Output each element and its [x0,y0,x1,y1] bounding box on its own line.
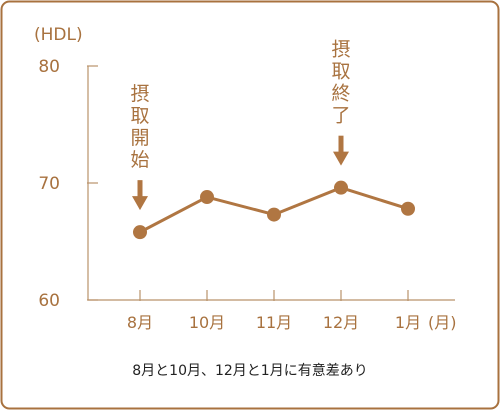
x-tick-label: 12月 [323,313,359,332]
x-tick-labels: 8月 10月 11月 12月 1月 [127,313,421,332]
y-unit-label: (HDL) [34,25,83,45]
y-tick-label: 60 [38,291,60,311]
annotation-label: 摂取開始 [130,83,149,171]
y-tick-label: 70 [38,174,60,194]
annotation-layer: 摂取開始 摂取終了 [130,39,351,211]
series-layer [133,180,415,240]
data-point [334,180,348,195]
annotation-label: 摂取終了 [331,39,350,127]
x-tick-label: 11月 [256,313,292,332]
data-point [200,190,214,205]
data-point [133,225,147,240]
y-tick-labels: 60 70 80 [38,57,60,311]
x-unit-label: (月) [428,313,457,332]
down-arrow-icon [338,135,344,154]
x-tick-label: 8月 [127,313,153,332]
data-point [401,201,415,216]
data-point [267,207,281,222]
annotation: 摂取開始 [130,83,150,211]
annotation: 摂取終了 [331,39,351,166]
down-arrow-icon [137,180,143,199]
axes [87,65,455,301]
x-tick-label: 10月 [189,313,225,332]
down-arrow-head-icon [132,196,148,211]
y-tick-label: 80 [38,57,60,77]
x-tick-label: 1月 [395,313,421,332]
down-arrow-head-icon [333,151,349,166]
chart-caption: 8月と10月、12月と1月に有意差あり [132,362,367,379]
